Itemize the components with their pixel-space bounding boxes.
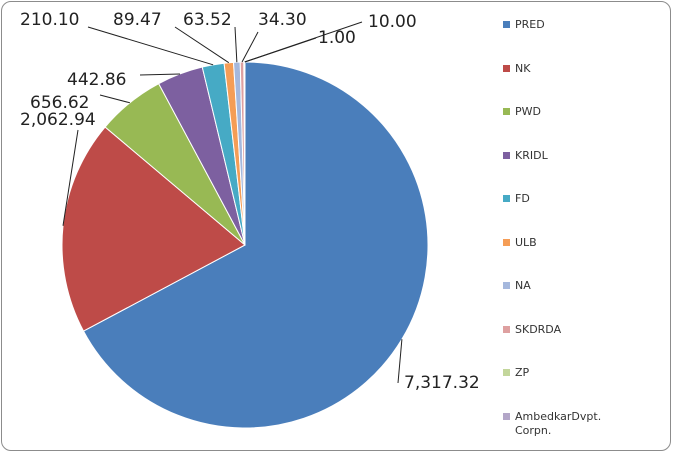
legend-item: PWD: [503, 105, 663, 119]
legend-label: ULB: [515, 235, 537, 249]
legend-swatch: [503, 412, 510, 420]
leader-line: [244, 37, 317, 63]
leader-line: [397, 339, 403, 384]
data-label: 210.10: [20, 10, 79, 30]
leader-line: [234, 26, 238, 63]
legend-swatch: [503, 108, 510, 115]
pie-slice: [82, 61, 429, 429]
legend-item: NA: [503, 279, 663, 293]
legend-label: PRED: [515, 18, 545, 31]
data-label: 63.52: [183, 10, 232, 30]
legend-label: KRIDL: [515, 148, 548, 162]
data-label: 1.00: [318, 28, 356, 48]
legend-item: FD: [503, 192, 663, 206]
legend-label: SKDRDA: [515, 322, 562, 336]
leader-line: [87, 26, 214, 66]
leader-line: [174, 26, 230, 64]
data-label: 10.00: [368, 12, 417, 32]
legend-label: AmbedkarDvpt. Corpn.: [515, 409, 602, 437]
legend-swatch: [503, 282, 510, 289]
legend-label: PWD: [515, 105, 541, 118]
leader-line: [241, 31, 259, 63]
legend-swatch: [503, 238, 510, 246]
data-label: 7,317.32: [404, 373, 480, 393]
legend-swatch: [503, 21, 510, 28]
legend-item: KRIDL: [503, 149, 663, 163]
data-label: 2,062.94: [20, 110, 96, 130]
legend-swatch: [503, 325, 510, 333]
legend-swatch: [503, 151, 510, 159]
legend-swatch: [503, 195, 510, 202]
leader-line: [99, 94, 130, 104]
pie-slice: [61, 126, 246, 332]
leader-line: [62, 129, 79, 226]
data-label: 34.30: [258, 10, 307, 30]
legend-label: NK: [515, 61, 531, 75]
legend-swatch: [503, 369, 510, 376]
leader-line: [139, 73, 180, 76]
legend-label: NA: [515, 279, 531, 292]
legend-item: ULB: [503, 236, 663, 250]
legend-label: FD: [515, 192, 530, 205]
legend-label: ZP: [515, 366, 530, 379]
legend-swatch: [503, 64, 510, 72]
legend-item: NK: [503, 62, 663, 76]
legend-item: ZP: [503, 366, 663, 380]
legend-item: AmbedkarDvpt. Corpn.: [503, 410, 663, 438]
legend-item: SKDRDA: [503, 323, 663, 337]
data-label: 442.86: [67, 70, 126, 90]
data-label: 656.62: [30, 93, 89, 113]
data-label: 89.47: [113, 10, 162, 30]
legend-item: PRED: [503, 18, 663, 32]
